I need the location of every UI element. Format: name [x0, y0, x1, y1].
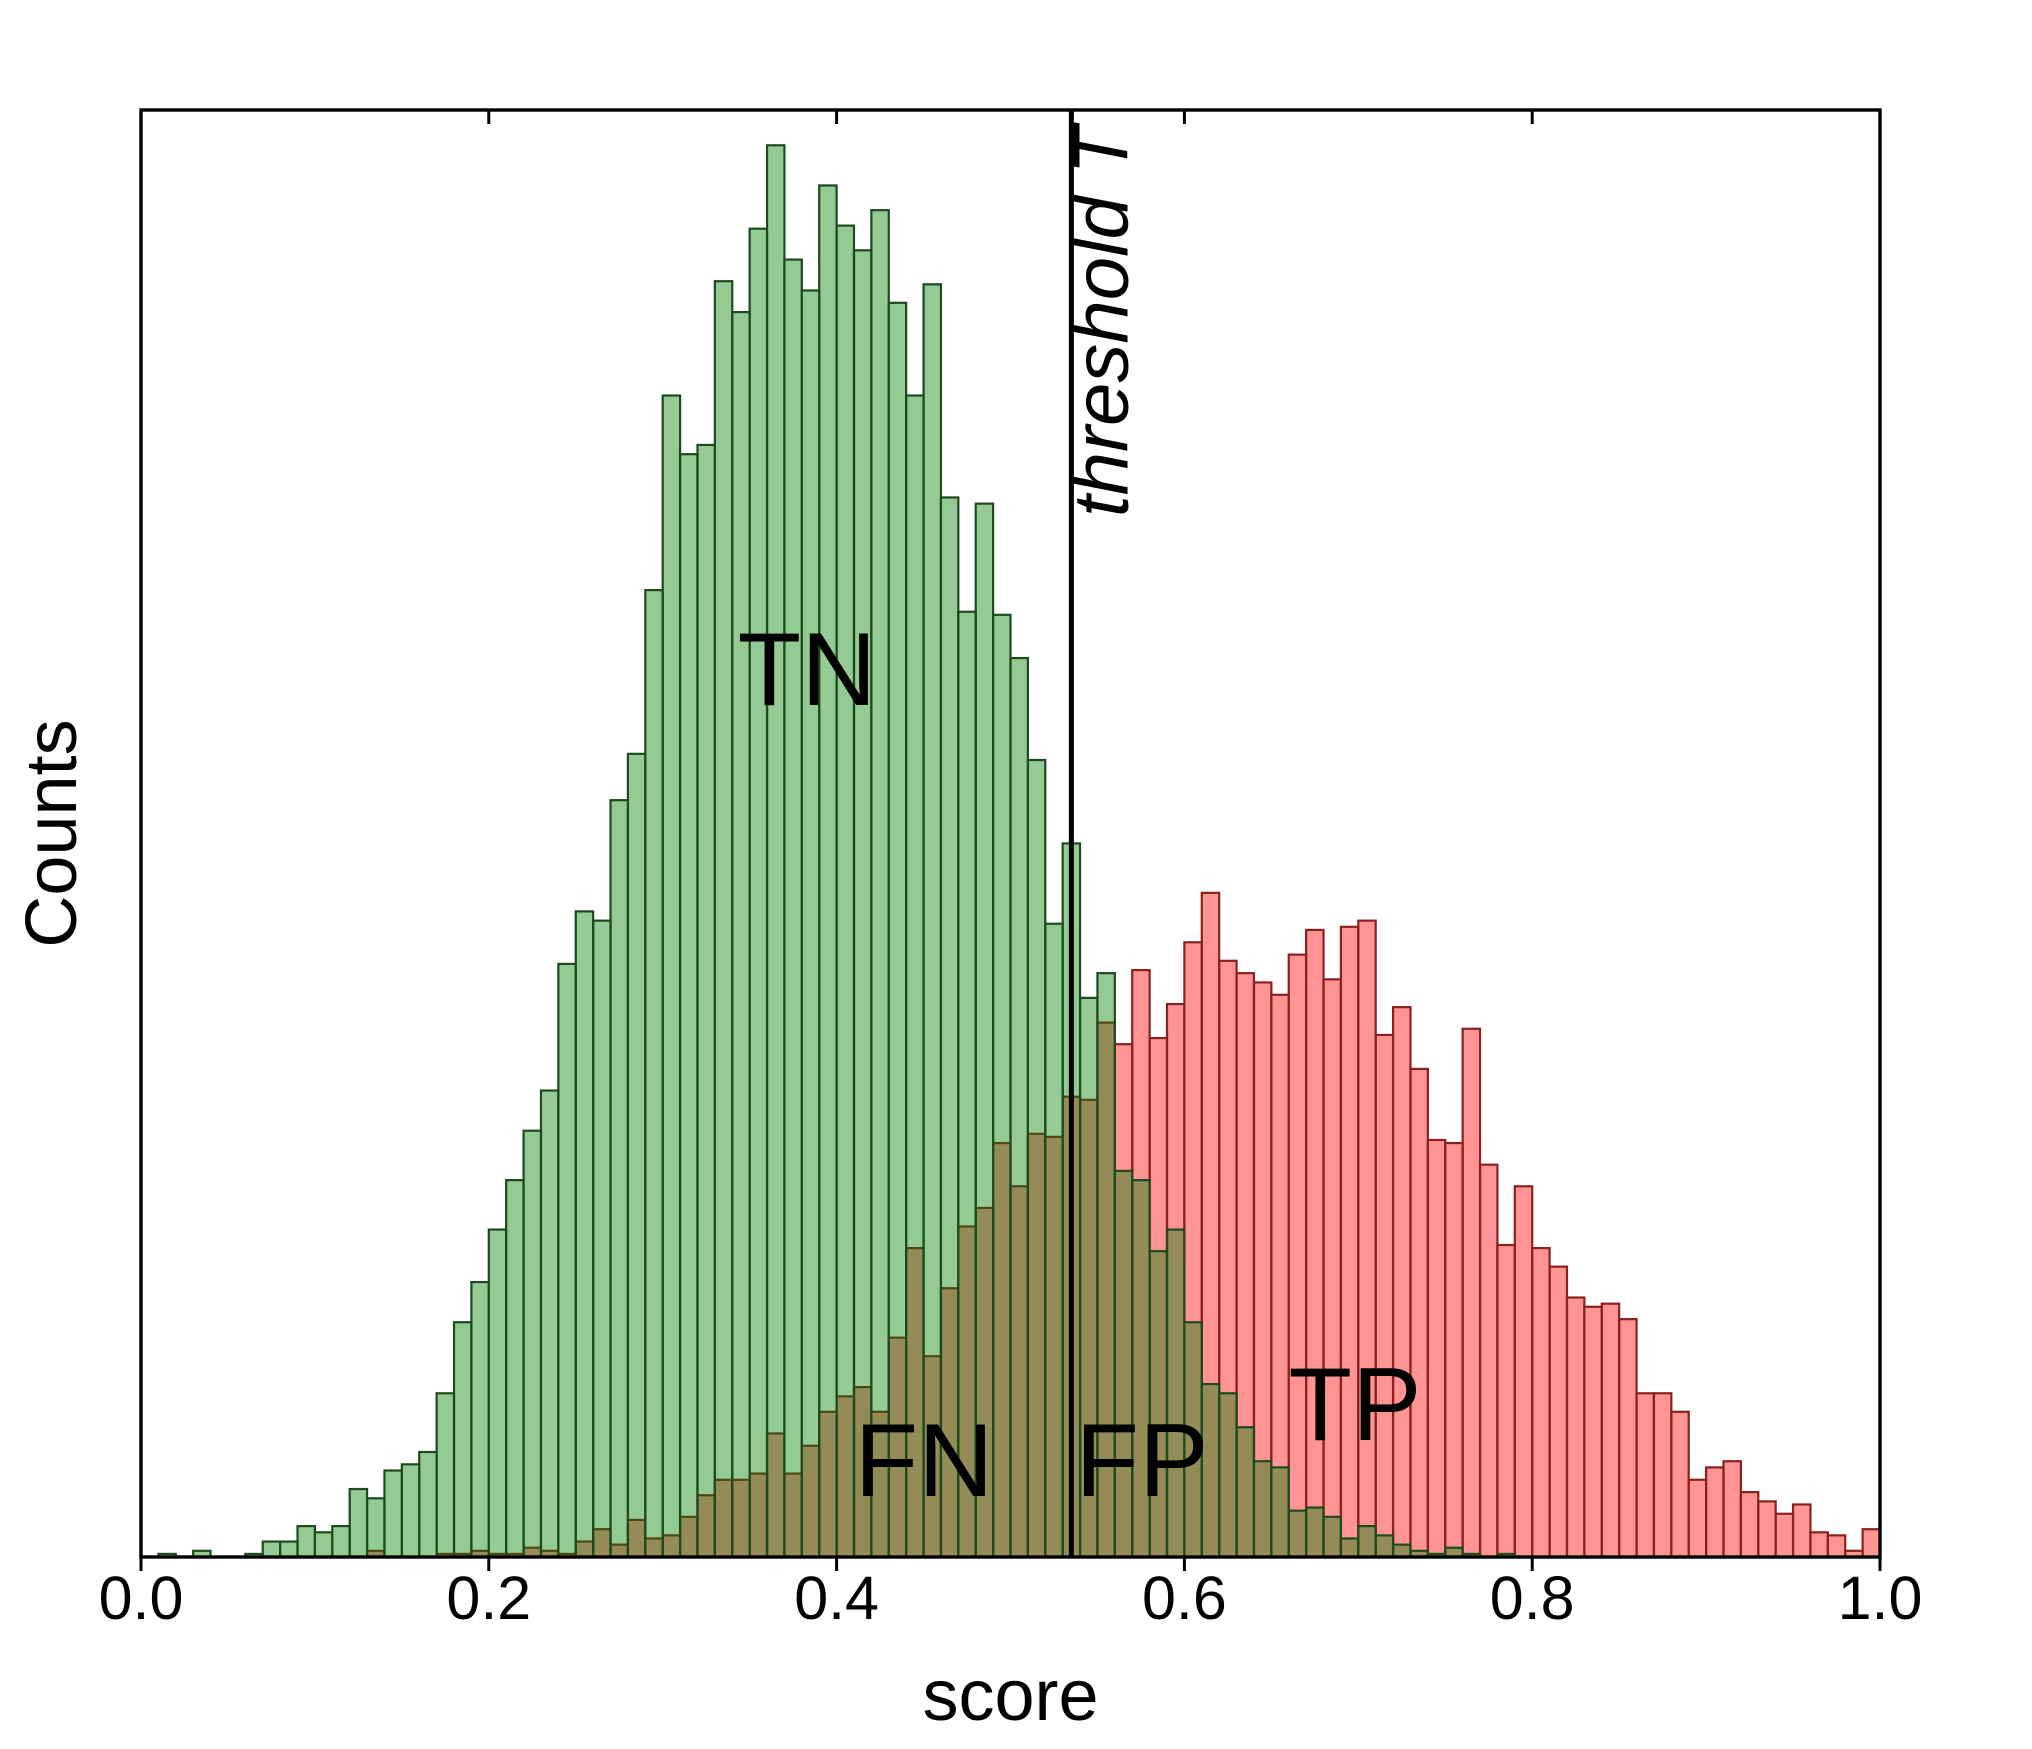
svg-text:0.6: 0.6	[1142, 1564, 1227, 1632]
svg-text:TN: TN	[738, 612, 877, 728]
svg-text:Counts: Counts	[12, 719, 92, 947]
svg-text:0.0: 0.0	[99, 1564, 184, 1632]
svg-text:0.4: 0.4	[794, 1564, 879, 1632]
svg-text:FP: FP	[1076, 1403, 1209, 1519]
svg-text:TP: TP	[1289, 1347, 1422, 1463]
svg-text:0.2: 0.2	[446, 1564, 531, 1632]
svg-text:1.0: 1.0	[1838, 1564, 1923, 1632]
svg-text:FN: FN	[855, 1403, 994, 1519]
svg-text:threshold T: threshold T	[1056, 121, 1144, 517]
svg-text:0.8: 0.8	[1490, 1564, 1575, 1632]
svg-text:score: score	[922, 1656, 1098, 1736]
